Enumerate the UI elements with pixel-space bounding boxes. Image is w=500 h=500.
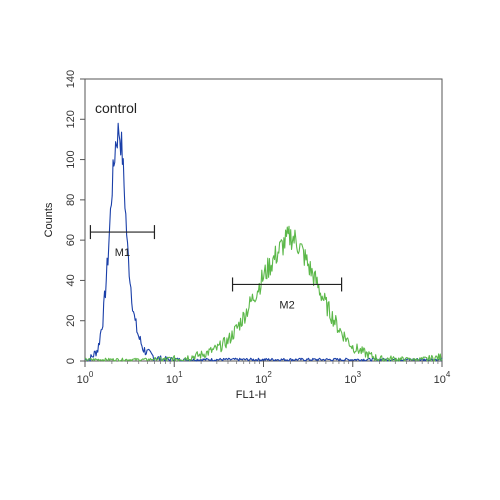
y-tick-label: 140 bbox=[65, 70, 77, 88]
y-tick-label: 120 bbox=[65, 110, 77, 128]
y-axis: 0 20 40 60 80 100 120 140 bbox=[65, 70, 85, 364]
y-tick-label: 40 bbox=[65, 274, 77, 286]
marker-layer: M1 M2 bbox=[89, 225, 343, 311]
gate-marker-m2: M2 bbox=[231, 277, 343, 311]
x-tick-label: 101 bbox=[166, 370, 183, 386]
gate-marker-m1: M1 bbox=[89, 225, 156, 259]
y-tick-label: 60 bbox=[65, 234, 77, 246]
gate-label: M2 bbox=[279, 299, 294, 311]
y-tick-label: 0 bbox=[65, 358, 77, 364]
x-axis: 100 101 102 103 104 bbox=[77, 361, 451, 386]
x-tick-label: 102 bbox=[255, 370, 272, 386]
x-tick-label: 103 bbox=[344, 370, 361, 386]
plot-frame bbox=[84, 78, 443, 362]
x-tick-label: 104 bbox=[434, 370, 451, 386]
y-tick-label: 80 bbox=[65, 194, 77, 206]
x-tick-label: 100 bbox=[77, 370, 94, 386]
y-axis-title: Counts bbox=[43, 202, 55, 237]
gate-label: M1 bbox=[115, 247, 130, 259]
series-layer bbox=[84, 122, 443, 362]
y-tick-label: 20 bbox=[65, 315, 77, 327]
control-annotation: control bbox=[95, 100, 137, 116]
y-tick-label: 100 bbox=[65, 150, 77, 168]
x-axis-title: FL1-H bbox=[236, 389, 267, 401]
histogram-series-2 bbox=[84, 225, 443, 362]
